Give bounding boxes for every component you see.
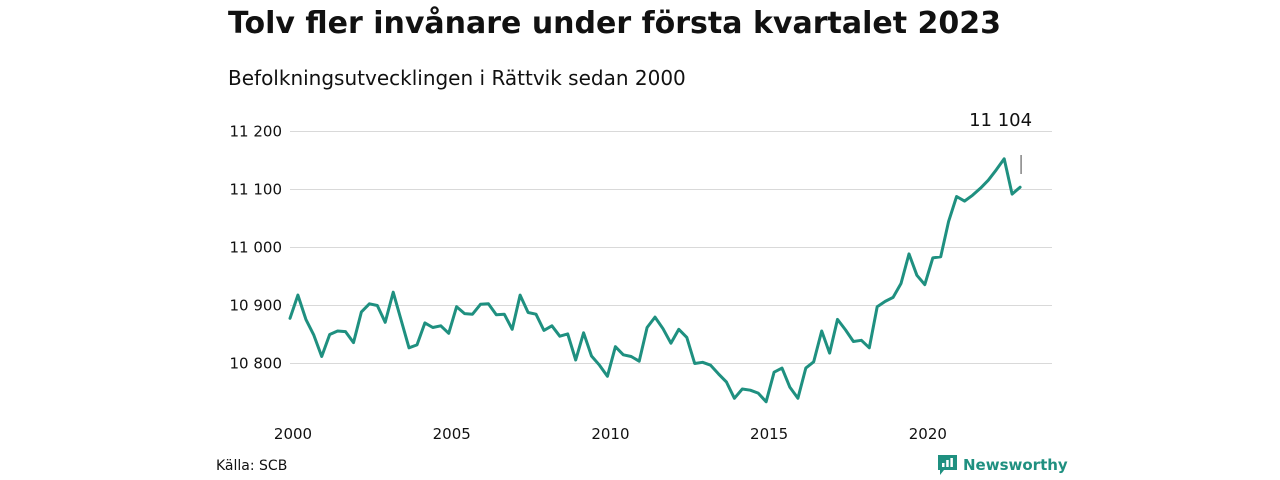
x-tick-label: 2015	[750, 425, 788, 443]
data-point	[904, 249, 914, 259]
data-point	[833, 314, 843, 324]
y-axis-ticks: 10 800 10 900 11 000 11 100 11 200	[230, 123, 283, 373]
data-point	[975, 183, 985, 193]
data-point	[896, 278, 906, 288]
brand-name: Newsworthy	[963, 456, 1068, 474]
y-tick-label: 11 000	[230, 239, 283, 257]
data-point	[999, 154, 1009, 164]
data-point	[991, 165, 1001, 175]
data-point	[666, 338, 676, 348]
y-tick-label: 10 900	[230, 297, 283, 315]
data-point	[602, 371, 612, 381]
x-tick-label: 2010	[591, 425, 629, 443]
data-point	[341, 327, 351, 337]
data-point	[721, 377, 731, 387]
data-point	[777, 363, 787, 373]
data-point	[634, 356, 644, 366]
data-point	[388, 287, 398, 297]
data-point	[920, 280, 930, 290]
data-point	[864, 343, 874, 353]
data-point	[571, 355, 581, 365]
x-axis-ticks: 2000 2005 2010 2015 2020	[274, 425, 947, 443]
data-point	[983, 175, 993, 185]
data-point	[761, 397, 771, 407]
data-point	[817, 326, 827, 336]
data-point	[594, 360, 604, 370]
data-point	[579, 328, 589, 338]
data-point	[372, 301, 382, 311]
data-point	[714, 369, 724, 379]
x-tick-label: 2000	[274, 425, 312, 443]
data-point	[1015, 182, 1025, 192]
data-point	[587, 351, 597, 361]
data-point	[793, 393, 803, 403]
data-point	[293, 290, 303, 300]
data-point	[642, 323, 652, 333]
data-point	[547, 321, 557, 331]
data-point	[658, 324, 668, 334]
x-tick-label: 2020	[909, 425, 947, 443]
data-point	[706, 360, 716, 370]
data-point	[785, 382, 795, 392]
data-point	[801, 363, 811, 373]
data-point	[380, 317, 390, 327]
data-point	[531, 309, 541, 319]
end-annotation: 11 104	[969, 110, 1032, 174]
end-value-label: 11 104	[969, 110, 1032, 131]
data-point	[967, 190, 977, 200]
data-point	[936, 252, 946, 262]
data-point	[468, 309, 478, 319]
brand-logo: Newsworthy	[938, 455, 1068, 475]
data-point	[396, 315, 406, 325]
data-point	[753, 388, 763, 398]
y-tick-label: 10 800	[230, 355, 283, 373]
data-point	[515, 290, 525, 300]
data-point	[356, 307, 366, 317]
data-point	[444, 328, 454, 338]
data-point	[348, 338, 358, 348]
gridlines	[290, 131, 1052, 364]
data-point	[825, 348, 835, 358]
data-point	[729, 393, 739, 403]
data-point	[1007, 189, 1017, 199]
data-point	[563, 329, 573, 339]
data-point	[682, 332, 692, 342]
data-point	[912, 270, 922, 280]
data-point	[452, 302, 462, 312]
data-point	[674, 324, 684, 334]
data-point	[610, 342, 620, 352]
data-point	[317, 352, 327, 362]
data-point	[309, 330, 319, 340]
data-point	[412, 340, 422, 350]
data-point	[285, 313, 295, 323]
data-point	[507, 324, 517, 334]
chart-subtitle: Befolkningsutvecklingen i Rättvik sedan …	[228, 66, 686, 90]
x-tick-label: 2005	[433, 425, 471, 443]
series-layer	[285, 154, 1025, 407]
chart-title: Tolv fler invånare under första kvartale…	[228, 6, 1001, 41]
y-tick-label: 11 100	[230, 181, 283, 199]
data-point	[301, 314, 311, 324]
data-point	[436, 321, 446, 331]
data-point	[650, 312, 660, 322]
y-tick-label: 11 200	[230, 123, 283, 141]
data-point	[856, 335, 866, 345]
series-line	[288, 157, 1022, 404]
data-point	[944, 216, 954, 226]
source-note: Källa: SCB	[216, 458, 288, 474]
data-point	[809, 357, 819, 367]
newsworthy-logo-icon	[938, 455, 957, 475]
data-point	[888, 292, 898, 302]
data-point	[840, 325, 850, 335]
data-point	[499, 309, 509, 319]
data-point	[483, 299, 493, 309]
